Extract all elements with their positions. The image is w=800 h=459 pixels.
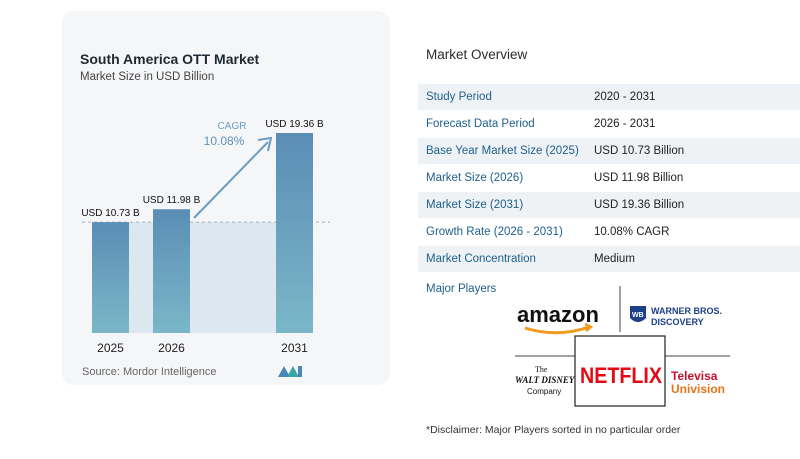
overview-row: Market Size (2026) USD 11.98 Billion bbox=[418, 165, 800, 192]
netflix-box bbox=[574, 335, 666, 407]
cagr-label: CAGR bbox=[218, 121, 247, 132]
overview-row-key: Base Year Market Size (2025) bbox=[426, 145, 579, 157]
disney-line3: Company bbox=[527, 387, 561, 396]
overview-row-key: Market Size (2026) bbox=[426, 172, 524, 184]
televisa-line2: Univision bbox=[671, 382, 725, 396]
cagr-arrow-head-icon bbox=[257, 136, 273, 152]
overview-table: Study Period 2020 - 2031 Forecast Data Per… bbox=[418, 84, 800, 273]
netflix-logo-text: NETFLIX bbox=[580, 363, 662, 388]
cagr-arrow-line bbox=[193, 141, 269, 219]
amazon-logo-text: amazon bbox=[517, 302, 599, 327]
overview-row: Study Period 2020 - 2031 bbox=[418, 84, 800, 111]
disney-line2: WALT DISNEY bbox=[515, 375, 576, 385]
source-text: Source: Mordor Intelligence bbox=[82, 366, 217, 378]
televisa-univision-logo: Televisa Univision bbox=[671, 369, 725, 396]
amazon-arrow-icon bbox=[584, 322, 594, 332]
chart-subtitle: Market Size in USD Billion bbox=[80, 71, 215, 83]
bar-2025 bbox=[92, 222, 129, 333]
amazon-smile-icon bbox=[524, 325, 590, 335]
major-players-logos: amazon WB WARNER BROS. DISCOVERY The WAL… bbox=[515, 286, 730, 407]
bar-data-label: USD 11.98 B bbox=[143, 195, 201, 206]
overview-row: Growth Rate (2026 - 2031) 10.08% CAGR bbox=[418, 219, 800, 246]
overview-row-value: Medium bbox=[594, 253, 635, 265]
warner-bros-discovery-logo: WB WARNER BROS. DISCOVERY bbox=[630, 306, 722, 327]
wb-line1: WARNER BROS. bbox=[651, 306, 722, 316]
bar-2031 bbox=[276, 133, 313, 333]
overview-row: Forecast Data Period 2026 - 2031 bbox=[418, 111, 800, 138]
wb-line2: DISCOVERY bbox=[651, 317, 704, 327]
overview-row: Market Concentration Medium bbox=[418, 246, 800, 273]
bar-data-label: USD 19.36 B bbox=[265, 119, 324, 130]
disney-logo: The WALT DISNEY Company bbox=[515, 365, 576, 396]
overview-row: Market Size (2031) USD 19.36 Billion bbox=[418, 192, 800, 219]
amazon-logo: amazon bbox=[517, 302, 599, 335]
disclaimer-text: *Disclaimer: Major Players sorted in no … bbox=[426, 424, 681, 436]
bar-2026 bbox=[153, 209, 190, 333]
cagr-value: 10.08% bbox=[204, 134, 245, 148]
wb-badge-text: WB bbox=[632, 312, 644, 319]
overview-row-value: USD 11.98 Billion bbox=[594, 172, 684, 184]
disney-line1: The bbox=[535, 365, 548, 374]
x-tick-label: 2025 bbox=[97, 341, 124, 355]
overview-row-value: USD 19.36 Billion bbox=[594, 199, 685, 211]
overview-row-key: Market Concentration bbox=[426, 253, 536, 265]
overview-row-value: USD 10.73 Billion bbox=[594, 145, 685, 157]
wb-shield-icon bbox=[630, 306, 646, 322]
overview-row-key: Study Period bbox=[426, 91, 492, 103]
overview-row-key: Growth Rate (2026 - 2031) bbox=[426, 226, 563, 238]
overview-row-key: Market Size (2031) bbox=[426, 199, 524, 211]
x-tick-label: 2031 bbox=[281, 341, 308, 355]
market-overview-title: Market Overview bbox=[426, 47, 528, 62]
overview-row-key: Forecast Data Period bbox=[426, 118, 535, 130]
overview-row-value: 2020 - 2031 bbox=[594, 91, 656, 103]
chart-title: South America OTT Market bbox=[80, 51, 260, 67]
bar-chart: USD 10.73 B 2025 USD 11.98 B 2026 USD 19.36 … bbox=[81, 119, 330, 355]
x-tick-label: 2026 bbox=[158, 341, 185, 355]
major-players-title: Major Players bbox=[426, 283, 497, 295]
overview-row-value: 10.08% CAGR bbox=[594, 226, 670, 238]
mordor-intelligence-logo-icon bbox=[278, 366, 302, 377]
bar-data-label: USD 10.73 B bbox=[81, 208, 140, 219]
televisa-line1: Televisa bbox=[671, 369, 718, 383]
overview-row: Base Year Market Size (2025) USD 10.73 Bi… bbox=[418, 138, 800, 165]
overview-row-value: 2026 - 2031 bbox=[594, 118, 656, 130]
